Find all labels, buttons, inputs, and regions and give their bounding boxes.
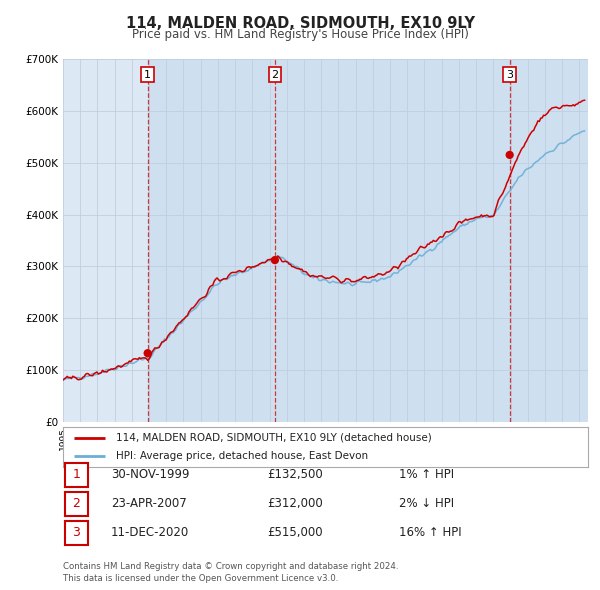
Text: 114, MALDEN ROAD, SIDMOUTH, EX10 9LY: 114, MALDEN ROAD, SIDMOUTH, EX10 9LY: [125, 16, 475, 31]
Text: HPI: Average price, detached house, East Devon: HPI: Average price, detached house, East…: [115, 451, 368, 461]
Text: 2% ↓ HPI: 2% ↓ HPI: [399, 497, 454, 510]
Point: [270, 255, 280, 265]
Point: [143, 349, 152, 358]
Text: 2: 2: [72, 497, 80, 510]
Text: Contains HM Land Registry data © Crown copyright and database right 2024.
This d: Contains HM Land Registry data © Crown c…: [63, 562, 398, 583]
Bar: [148, 59, 275, 422]
Text: 30-NOV-1999: 30-NOV-1999: [111, 468, 190, 481]
Text: 1: 1: [72, 468, 80, 481]
Text: 1% ↑ HPI: 1% ↑ HPI: [399, 468, 454, 481]
Text: £312,000: £312,000: [267, 497, 323, 510]
Text: 23-APR-2007: 23-APR-2007: [111, 497, 187, 510]
Text: 2: 2: [271, 70, 278, 80]
Bar: [275, 59, 509, 422]
Text: 1: 1: [144, 70, 151, 80]
Text: £515,000: £515,000: [267, 526, 323, 539]
Text: 3: 3: [72, 526, 80, 539]
Text: £132,500: £132,500: [267, 468, 323, 481]
Text: 3: 3: [506, 70, 513, 80]
Text: 114, MALDEN ROAD, SIDMOUTH, EX10 9LY (detached house): 114, MALDEN ROAD, SIDMOUTH, EX10 9LY (de…: [115, 433, 431, 443]
Point: [505, 150, 514, 160]
Bar: [509, 59, 588, 422]
Text: 11-DEC-2020: 11-DEC-2020: [111, 526, 189, 539]
Text: Price paid vs. HM Land Registry's House Price Index (HPI): Price paid vs. HM Land Registry's House …: [131, 28, 469, 41]
Text: 16% ↑ HPI: 16% ↑ HPI: [399, 526, 461, 539]
